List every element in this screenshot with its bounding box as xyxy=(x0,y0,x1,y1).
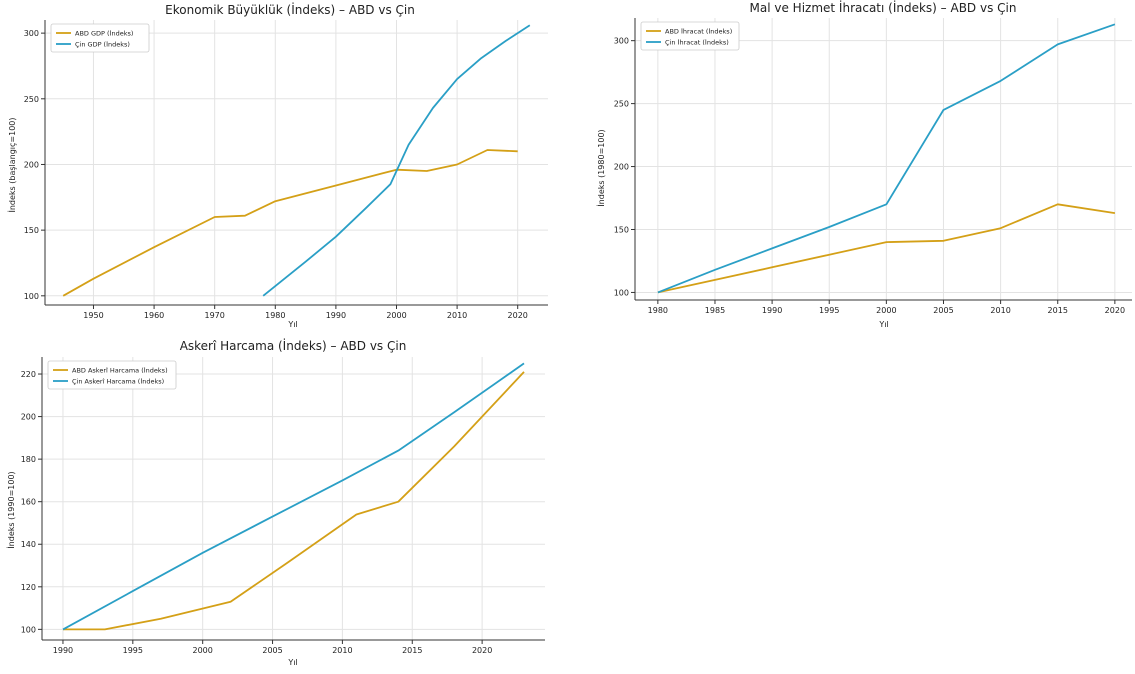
chart-military: Askerî Harcama (İndeks) – ABD vs Çin 199… xyxy=(6,338,545,667)
series-layer xyxy=(62,362,525,631)
series-line-us xyxy=(62,149,518,297)
legend: ABD GDP (İndeks) Çin GDP (İndeks) xyxy=(50,23,150,53)
legend-label: ABD İhracat (İndeks) xyxy=(665,27,732,36)
x-tick-label: 2020 xyxy=(508,311,528,320)
series-layer xyxy=(657,23,1116,294)
legend-box xyxy=(47,360,177,390)
x-tick-label: 1985 xyxy=(705,306,725,315)
x-tick-label: 2010 xyxy=(447,311,467,320)
x-tick-label: 1995 xyxy=(123,646,143,655)
x-tick-label: 2005 xyxy=(262,646,282,655)
chart-panel-economy: Ekonomik Büyüklük (İndeks) – ABD vs Çin … xyxy=(0,0,560,335)
x-tick-label: 2010 xyxy=(990,306,1010,315)
grid xyxy=(45,20,548,305)
y-tick-label: 300 xyxy=(24,29,39,38)
y-axis-label: İndeks (1990=100) xyxy=(6,471,16,548)
chart-title: Mal ve Hizmet İhracatı (İndeks) – ABD vs… xyxy=(750,0,1017,15)
x-tick-label: 1980 xyxy=(648,306,668,315)
chart-title: Askerî Harcama (İndeks) – ABD vs Çin xyxy=(180,338,407,353)
x-tick-label: 2015 xyxy=(1048,306,1068,315)
y-tick-label: 300 xyxy=(614,37,629,46)
series-line-china xyxy=(62,362,525,631)
x-tick-label: 2010 xyxy=(332,646,352,655)
y-axis-label: İndeks (başlangıç=100) xyxy=(7,117,17,212)
legend: ABD Askerî Harcama (İndeks) Çin Askerî Ha… xyxy=(47,360,177,390)
legend-label: Çin Askerî Harcama (İndeks) xyxy=(72,377,164,386)
series-line-us xyxy=(657,203,1116,294)
y-tick-label: 150 xyxy=(24,226,39,235)
y-tick-label: 220 xyxy=(21,370,36,379)
x-tick-label: 2000 xyxy=(386,311,406,320)
x-tick-label: 2020 xyxy=(1105,306,1125,315)
chart-title: Ekonomik Büyüklük (İndeks) – ABD vs Çin xyxy=(165,2,415,17)
grid xyxy=(42,357,545,640)
y-tick-label: 200 xyxy=(24,160,39,169)
x-tick-label: 1960 xyxy=(144,311,164,320)
series-line-us xyxy=(63,371,525,631)
chart-panel-military: Askerî Harcama (İndeks) – ABD vs Çin 199… xyxy=(0,335,560,670)
y-tick-label: 200 xyxy=(614,163,629,172)
legend-label: ABD GDP (İndeks) xyxy=(75,29,133,38)
grid xyxy=(635,18,1132,300)
series-layer xyxy=(62,24,531,297)
y-tick-label: 160 xyxy=(21,498,36,507)
y-tick-label: 200 xyxy=(21,413,36,422)
axes: 1990 1995 2000 2005 2010 2015 2020 100 120 140 160… xyxy=(21,357,545,655)
x-axis-label: Yıl xyxy=(287,320,297,329)
y-axis-label: İndeks (1980=100) xyxy=(596,129,606,206)
y-tick-label: 150 xyxy=(614,226,629,235)
legend-box xyxy=(50,23,150,53)
x-tick-label: 1990 xyxy=(53,646,73,655)
x-axis-label: Yıl xyxy=(287,658,297,667)
y-tick-label: 120 xyxy=(21,583,36,592)
legend-label: Çin GDP (İndeks) xyxy=(75,40,130,49)
x-tick-label: 1970 xyxy=(205,311,225,320)
x-tick-label: 2005 xyxy=(933,306,953,315)
x-tick-label: 1950 xyxy=(83,311,103,320)
y-tick-label: 180 xyxy=(21,455,36,464)
y-tick-label: 100 xyxy=(21,625,36,634)
chart-economy: Ekonomik Büyüklük (İndeks) – ABD vs Çin … xyxy=(7,2,548,329)
y-tick-label: 250 xyxy=(614,100,629,109)
legend: ABD İhracat (İndeks) Çin İhracat (İndeks) xyxy=(640,21,740,51)
y-tick-label: 140 xyxy=(21,540,36,549)
x-tick-label: 1990 xyxy=(762,306,782,315)
legend-box xyxy=(640,21,740,51)
series-line-china xyxy=(657,23,1116,294)
x-tick-label: 1980 xyxy=(265,311,285,320)
y-tick-label: 100 xyxy=(24,292,39,301)
x-tick-label: 2020 xyxy=(472,646,492,655)
legend-label: Çin İhracat (İndeks) xyxy=(665,38,729,47)
legend-label: ABD Askerî Harcama (İndeks) xyxy=(72,366,168,375)
x-tick-label: 1990 xyxy=(326,311,346,320)
chart-exports: Mal ve Hizmet İhracatı (İndeks) – ABD vs… xyxy=(596,0,1132,329)
x-tick-label: 2015 xyxy=(402,646,422,655)
chart-panel-exports: Mal ve Hizmet İhracatı (İndeks) – ABD vs… xyxy=(580,0,1135,335)
x-tick-label: 2000 xyxy=(876,306,896,315)
x-axis-label: Yıl xyxy=(878,320,888,329)
y-tick-label: 100 xyxy=(614,288,629,297)
x-tick-label: 1995 xyxy=(819,306,839,315)
axes: 1950 1960 1970 1980 1990 2000 2010 2020 100 150 20… xyxy=(24,20,548,320)
y-tick-label: 250 xyxy=(24,95,39,104)
axes: 1980 1985 1990 1995 2000 2005 2010 2015 2020 100 1… xyxy=(614,18,1132,315)
series-line-china xyxy=(262,24,531,297)
x-tick-label: 2000 xyxy=(193,646,213,655)
